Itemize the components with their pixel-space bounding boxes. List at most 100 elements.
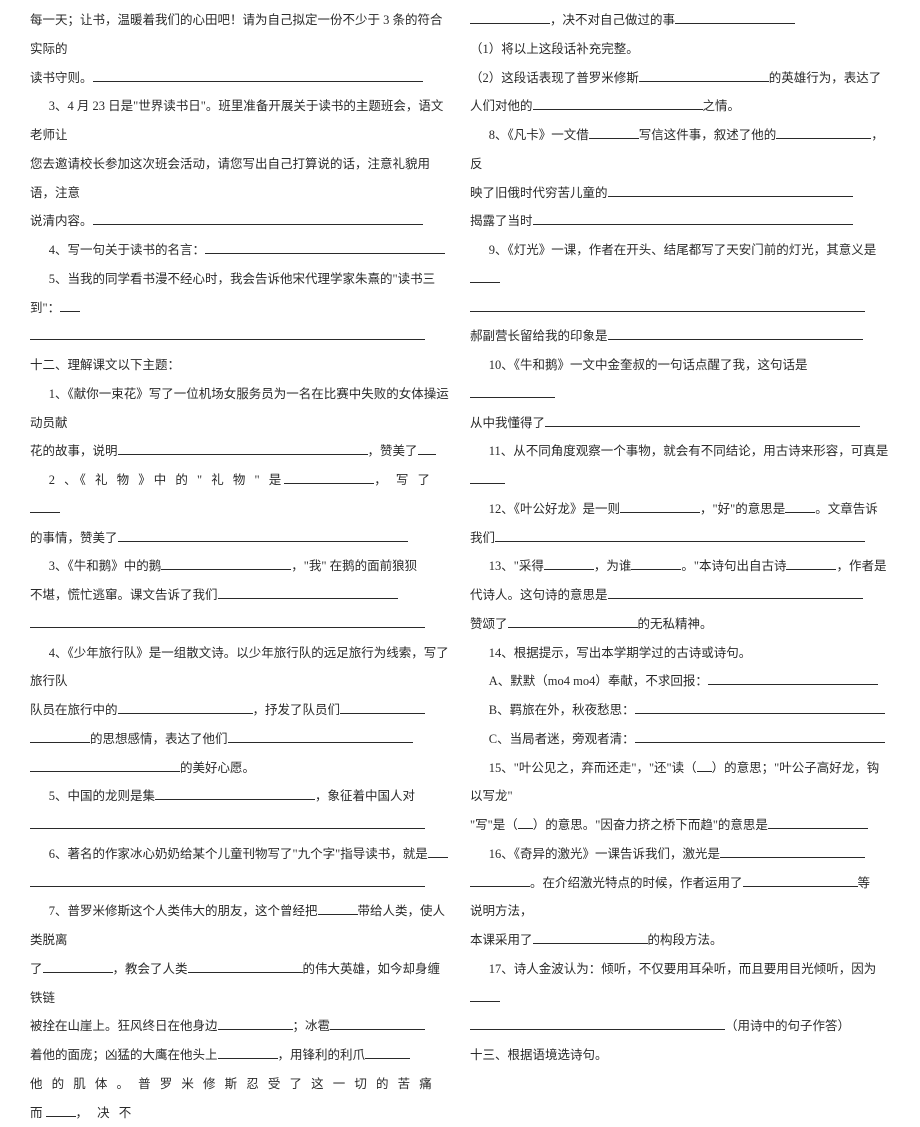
t: 花的故事，说明 [30,444,118,458]
text-line: "写"是（）的意思。"因奋力挤之桥下而趋"的意思是 [470,811,890,840]
right-column: ，决不对自己做过的事 （1）将以上这段话补充完整。 （2）这段话表现了普罗米修斯… [460,6,900,645]
text-line: 10、《牛和鹅》一文中金奎叔的一句话点醒了我，这句话是 [470,351,890,409]
blank [470,272,500,283]
text-line: 了，教会了人类的伟大英雄，如今却身缠铁链 [30,955,450,1013]
t: 从中我懂得了 [470,416,545,430]
text-line: ，决不对自己做过的事 [470,6,890,35]
text-line: 14、根据提示，写出本学期学过的古诗或诗句。 [470,639,890,668]
t: ，教会了人类 [113,962,188,976]
t: 之情。 [703,99,741,113]
text-line: （用诗中的句子作答） [470,1012,890,1041]
blank [608,588,863,599]
blank [30,502,60,513]
blank [720,847,865,858]
text-line: 本课采用了的构段方法。 [470,926,890,955]
t: 12、《叶公好龙》是一则 [489,502,620,516]
t: ，"我" 在鹅的面前狼狈 [291,559,417,573]
t: ，"好"的意思是 [700,502,785,516]
blank [30,617,425,628]
t: 14、根据提示，写出本学期学过的古诗或诗句。 [489,646,752,660]
text-line: 4、《少年旅行队》是一组散文诗。以少年旅行队的远足旅行为线索，写了旅行队 [30,639,450,697]
blank [218,1048,278,1059]
blank [470,875,530,886]
t: ，抒发了队员们 [253,703,341,717]
t: 的构段方法。 [648,933,723,947]
text-line: 4、写一句关于读书的名言： [30,236,450,265]
text-line: 队员在旅行中的 ，抒发了队员们 [30,696,450,725]
text-line: A、默默（mo4 mo4）奉献，不求回报： [470,667,890,696]
t: 5、当我的同学看书漫不经心时，我会告诉他宋代理学家朱熹的"读书三到"： [30,272,435,315]
text-line: 的思想感情，表达了他们 [30,725,450,754]
text-line: （2）这段话表现了普罗米修斯 的英雄行为，表达了 [470,64,890,93]
text-line: 不堪，慌忙逃窜。课文告诉了我们 [30,581,450,610]
section-heading: 十三、根据语境选诗句。 [470,1041,890,1070]
section-heading: 十二、理解课文以下主题： [30,351,450,380]
text-line: 人们对他的之情。 [470,92,890,121]
text-line: 我们 [470,524,890,553]
text-line: 他 的 肌 体 。 普 罗 米 修 斯 忍 受 了 这 一 切 的 苦 痛 而，… [30,1070,450,1127]
text-line: 17、诗人金波认为：倾听，不仅要用耳朵听，而且要用目光倾听，因为 [470,955,890,1013]
blank [620,502,700,513]
blank [608,185,853,196]
t: 您去邀请校长参加这次班会活动，请您写出自己打算说的话，注意礼貌用语，注意 [30,157,430,200]
text-line: 7、普罗米修斯这个人类伟大的朋友，这个曾经把带给人类，使人类脱离 [30,897,450,955]
t: 1、《献你一束花》写了一位机场女服务员为一名在比赛中失败的女体操运动员献 [30,387,449,430]
t: 了 [30,962,43,976]
text-line [30,610,450,639]
t: ）的意思。"因奋力挤之桥下而趋"的意思是 [533,818,768,832]
t: 每一天；让书，温暖着我们的心田吧！请为自己拟定一份不少于 3 条的符合实际的 [30,13,443,56]
text-line: 15、"叶公见之，弃而还走"，"还"读（）的意思；"叶公子高好龙，钩以写龙" [470,754,890,812]
blank [30,875,425,886]
blank [93,70,423,81]
text-line: 每一天；让书，温暖着我们的心田吧！请为自己拟定一份不少于 3 条的符合实际的 [30,6,450,64]
blank [776,128,871,139]
text-line: 您去邀请校长参加这次班会活动，请您写出自己打算说的话，注意礼貌用语，注意 [30,150,450,208]
t: A、默默（mo4 mo4）奉献，不求回报： [489,674,708,688]
t: 17、诗人金波认为：倾听，不仅要用耳朵听，而且要用目光倾听，因为 [489,962,877,976]
blank [470,1019,725,1030]
text-line: C、当局者迷，旁观者清： [470,725,890,754]
t: ，象征着中国人对 [315,789,415,803]
blank [340,703,425,714]
t: 代诗人。这句诗的意思是 [470,588,608,602]
blank [768,818,868,829]
text-line: 1、《献你一束花》写了一位机场女服务员为一名在比赛中失败的女体操运动员献 [30,380,450,438]
t: 说明方法， [470,904,533,918]
t: 3、4 月 23 日是"世界读书日"。班里准备开展关于读书的主题班会，语文老师让 [30,99,443,142]
t: 我们 [470,531,495,545]
t: 队员在旅行中的 [30,703,118,717]
text-line: 6、著名的作家冰心奶奶给某个儿童刊物写了"九个字"指导读书，就是 [30,840,450,869]
text-line: 的事情，赞美了 [30,524,450,553]
text-line: 2 、《 礼 物 》中 的 " 礼 物 " 是， 写 了 [30,466,450,524]
blank [675,13,795,24]
blank [608,329,863,340]
text-line [30,322,450,351]
t: ，赞美了 [368,444,418,458]
blank [155,789,315,800]
text-line: 郝副营长留给我的印象是 [470,322,890,351]
t: 3、《牛和鹅》中的鹅 [49,559,162,573]
t: 的英雄行为，表达了 [769,71,882,85]
t: 的美好心愿。 [180,761,255,775]
t: （1）将以上这段话补充完整。 [470,42,639,56]
text-line: 9、《灯光》一课，作者在开头、结尾都写了天安门前的灯光，其意义是 [470,236,890,294]
t: 6、著名的作家冰心奶奶给某个儿童刊物写了"九个字"指导读书，就是 [49,847,428,861]
t: 的无私精神。 [638,617,713,631]
blank [218,1019,293,1030]
text-line: （1）将以上这段话补充完整。 [470,35,890,64]
text-line: 代诗人。这句诗的意思是 [470,581,890,610]
t: 16、《奇异的激光》一课告诉我们，激光是 [489,847,720,861]
text-line: 揭露了当时 [470,207,890,236]
t: ，作者是 [836,559,886,573]
t: 说清内容。 [30,214,93,228]
text-line: 5、当我的同学看书漫不经心时，我会告诉他宋代理学家朱熹的"读书三到"： [30,265,450,323]
blank [30,760,180,771]
blank [205,243,445,254]
t: （2）这段话表现了普罗米修斯 [470,71,639,85]
blank [60,300,80,311]
text-line: 映了旧俄时代穷苦儿童的 [470,179,890,208]
blank [228,732,413,743]
t: 着他的面庞；凶猛的大鹰在他头上 [30,1048,218,1062]
text-line: 的美好心愿。 [30,754,450,783]
blank [93,214,423,225]
